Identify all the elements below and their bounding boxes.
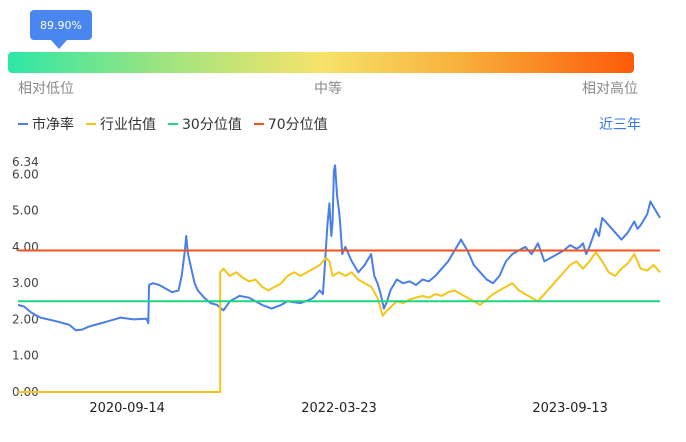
x-tick-label: 2022-03-23 bbox=[301, 401, 377, 416]
range-three-years-button[interactable]: 近三年 bbox=[599, 117, 641, 133]
mid-position-label: 中等 bbox=[314, 81, 342, 97]
high-position-label: 相对高位 bbox=[582, 81, 638, 97]
pb-series-line bbox=[17, 164, 661, 332]
x-tick-label: 2020-09-14 bbox=[89, 401, 165, 416]
y-tick-label: 2.00 bbox=[12, 312, 39, 326]
y-tick-label: 1.00 bbox=[12, 349, 39, 363]
y-tick-label: 6.34 bbox=[12, 155, 39, 169]
percentile-tooltip: 89.90% bbox=[30, 10, 92, 40]
legend-label-p70: 70分位值 bbox=[267, 117, 328, 133]
y-tick-label: 3.00 bbox=[12, 276, 39, 290]
legend-swatch-p70 bbox=[253, 123, 264, 125]
legend-item-p30[interactable]: 30分位值 bbox=[168, 114, 242, 134]
legend-item-p70[interactable]: 70分位值 bbox=[253, 114, 328, 134]
tooltip-arrow bbox=[51, 40, 67, 49]
legend-item-industry[interactable]: 行业估值 bbox=[86, 114, 156, 134]
legend-label-p30: 30分位值 bbox=[182, 117, 242, 133]
y-tick-label: 5.00 bbox=[12, 204, 39, 218]
y-tick-label: 6.00 bbox=[12, 167, 39, 181]
industry-series-line bbox=[18, 251, 661, 393]
x-tick-label: 2023-09-13 bbox=[532, 401, 608, 416]
legend-swatch-p30 bbox=[168, 123, 178, 125]
legend-item-pb[interactable]: 市净率 bbox=[18, 114, 74, 134]
legend-label-pb: 市净率 bbox=[32, 117, 74, 133]
legend-label-industry: 行业估值 bbox=[100, 117, 156, 133]
legend-swatch-industry bbox=[86, 123, 96, 125]
legend-swatch-pb bbox=[18, 123, 28, 125]
percentile-gradient-bar bbox=[8, 52, 634, 73]
chart-legend: 市净率 行业估值 30分位值 70分位值 bbox=[18, 114, 340, 134]
y-tick-label: 4.00 bbox=[12, 240, 39, 254]
tooltip-value: 89.90% bbox=[40, 18, 82, 32]
low-position-label: 相对低位 bbox=[18, 81, 74, 97]
